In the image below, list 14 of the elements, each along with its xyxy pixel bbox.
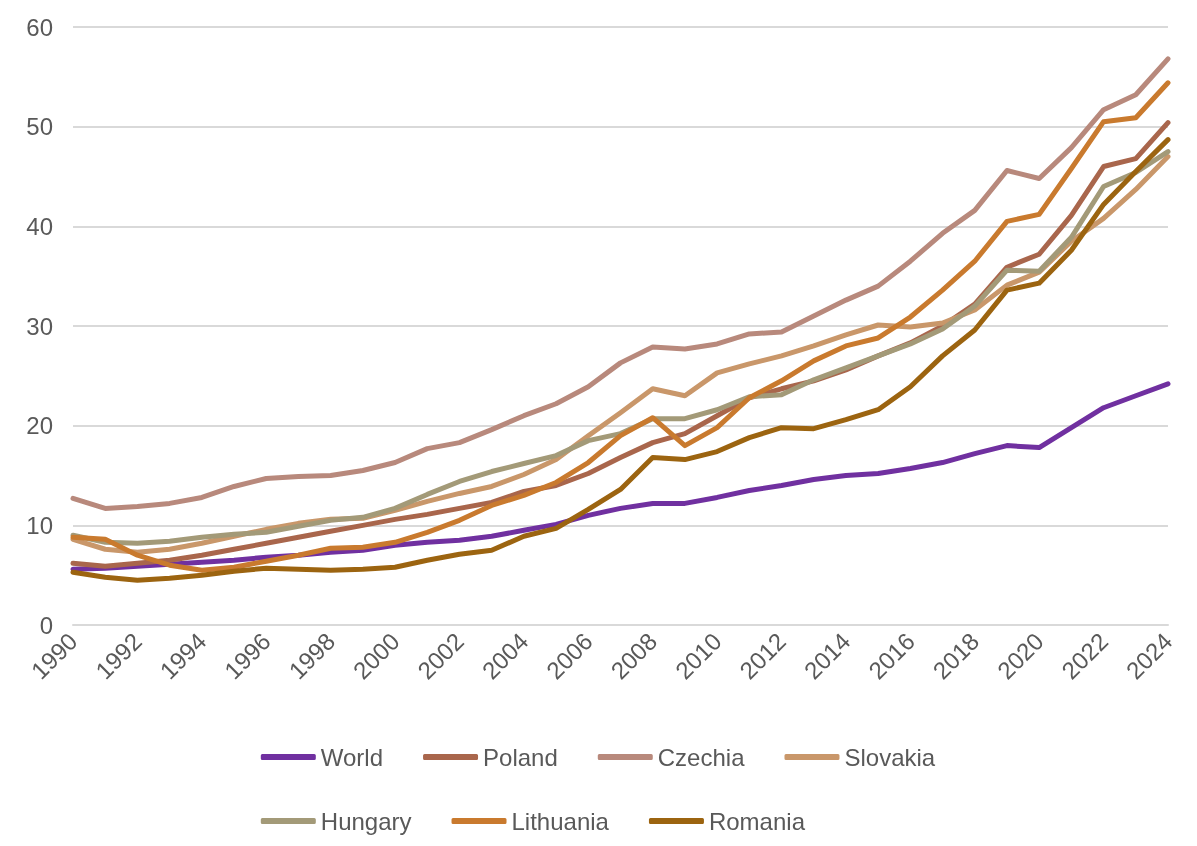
y-tick-label: 40	[26, 212, 53, 240]
legend-label: World	[320, 743, 384, 771]
legend-label: Hungary	[320, 807, 412, 835]
legend-label: Romania	[708, 807, 806, 835]
y-tick-label: 50	[26, 113, 53, 141]
y-tick-label: 0	[39, 611, 53, 639]
legend-label: Lithuania	[511, 807, 610, 835]
legend-label: Poland	[483, 743, 558, 771]
y-tick-label: 20	[26, 412, 53, 440]
y-tick-label: 10	[26, 511, 53, 539]
legend-label: Czechia	[657, 743, 746, 771]
legend-label: Slovakia	[844, 743, 936, 771]
y-tick-label: 60	[26, 13, 53, 41]
y-tick-label: 30	[26, 312, 53, 340]
